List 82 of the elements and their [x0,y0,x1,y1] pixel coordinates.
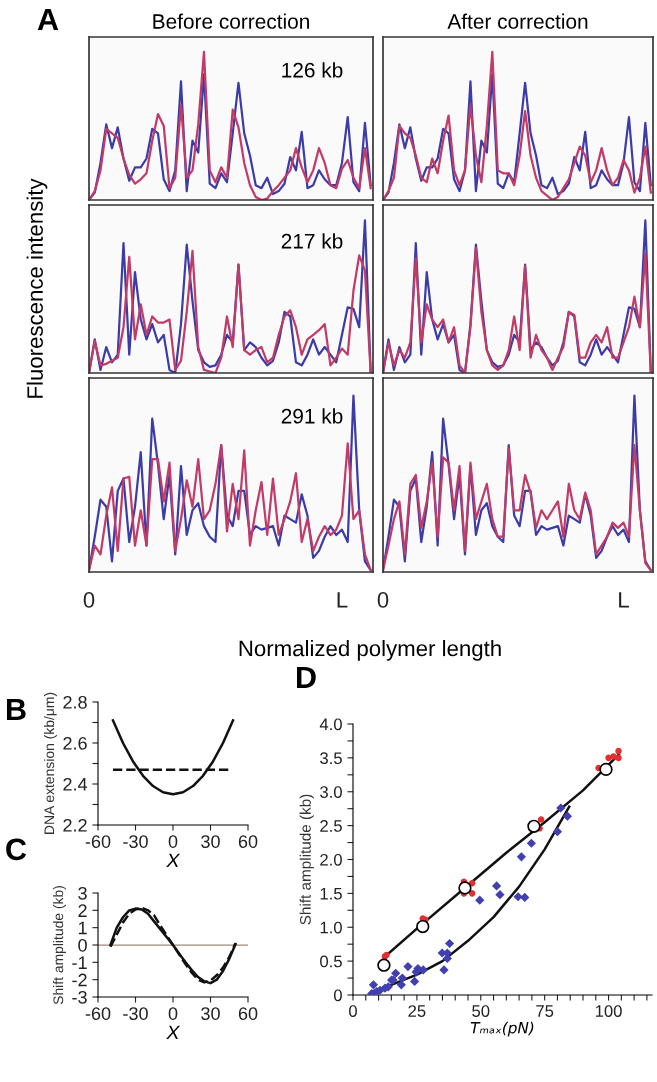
point [439,965,449,975]
x-tick-label: 30 [201,835,220,848]
y-tick-label: 0.5 [320,955,342,968]
x-axis-title: X [166,1025,181,1040]
x-tick-label: 0 [349,1005,357,1017]
point [556,803,566,813]
point [495,890,505,900]
y-tick-label: -1 [72,956,87,969]
chart-title: After correction [447,13,588,29]
y-tick-label: 1.5 [320,887,342,900]
point [377,958,391,972]
point [444,938,455,949]
x-tick-label: L [337,592,348,608]
x-tick-label: -60 [85,835,111,848]
x-tick-label: 30 [201,1007,220,1020]
x-tick-label: 75 [536,1005,554,1017]
y-tick-label: 2.6 [63,736,87,750]
point [516,852,527,862]
x-tick-label: 0 [168,835,178,848]
y-tick-label: -3 [72,990,87,1004]
point [537,816,545,823]
x-tick-label: 100 [595,1005,622,1017]
line-series [111,719,235,796]
text: B [7,698,26,720]
point [492,881,502,891]
x-tick-label: 50 [472,1005,490,1017]
y-tick-label: 0 [333,989,342,1002]
y-axis-title: DNA extension (kb/μm) [43,692,57,834]
x-tick-label: 60 [238,835,258,848]
y-tick-label: 3 [78,886,87,900]
annotation: 291 kb [281,408,343,424]
point [416,919,430,934]
y-tick-label: 1 [78,921,87,935]
annotation: 217 kb [281,233,343,249]
y-tick-label: 3.5 [320,752,342,765]
y-tick-label: 2 [78,904,87,917]
point [409,976,420,987]
point [468,890,476,897]
point [458,881,472,895]
x-axis-title: X [166,853,181,868]
x-tick-label: L [619,592,629,608]
chart-title: Before correction [153,13,309,29]
point [368,980,379,990]
point [475,895,485,905]
annotation: 126 kb [282,62,343,78]
x-tick-label: 25 [408,1005,426,1017]
point [562,811,573,821]
point [615,754,622,762]
point [397,973,407,983]
x-tick-label: 0 [168,1007,178,1020]
x-axis-title: Tₘₐₓ(pN) [470,1021,534,1037]
y-axis-title: Shift amplitude (kb) [53,886,66,1005]
y-tick-label: 2.0 [320,853,342,866]
point [396,980,406,990]
x-tick-label: -60 [85,1007,111,1020]
y-axis-title: Fluorescence intensity [26,178,48,398]
y-tick-label: 2.5 [320,820,342,832]
x-tick-label: 0 [377,592,389,608]
point [391,968,401,978]
text: C [6,838,27,861]
y-tick-label: 2.8 [63,695,87,709]
y-tick-label: 2.2 [63,818,87,832]
point [526,838,536,848]
text: A [37,8,59,30]
point [599,762,613,777]
y-tick-label: 2.4 [63,777,88,791]
y-tick-label: 3.0 [320,786,342,798]
x-tick-label: -30 [123,835,148,848]
y-tick-label: 1.0 [320,921,342,934]
point [615,747,622,755]
y-axis-title: Shift amplitude (kb) [299,794,314,925]
point [520,892,530,903]
y-tick-label: 0 [78,938,87,952]
x-axis-title: Normalized polymer length [239,640,501,661]
point [527,819,541,833]
y-tick-label: -2 [72,973,87,987]
text: D [297,666,316,688]
x-tick-label: -30 [123,1007,148,1020]
y-tick-label: 4.0 [319,718,342,731]
point [403,961,413,972]
point [552,827,563,837]
x-tick-label: 60 [238,1007,258,1020]
